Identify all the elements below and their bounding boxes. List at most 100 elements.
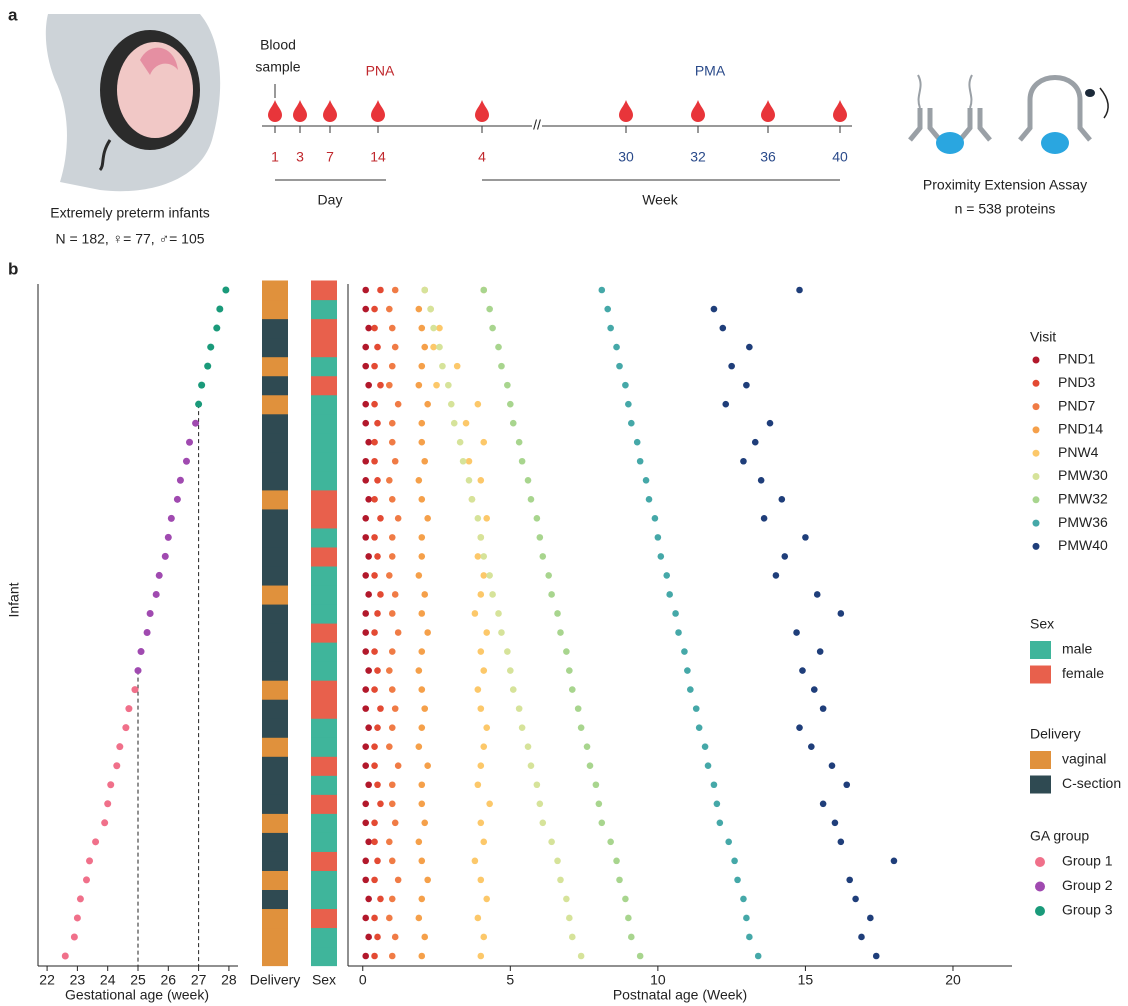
visit-point <box>596 800 603 807</box>
visit-point <box>424 762 431 769</box>
strip-cell <box>311 604 337 624</box>
strip-cell <box>262 699 288 719</box>
legend-swatch <box>1033 357 1040 364</box>
visit-point <box>371 762 378 769</box>
strip-cell <box>311 528 337 548</box>
timepoint-label: 4 <box>478 149 486 165</box>
visit-point <box>389 553 396 560</box>
visit-point <box>463 420 470 427</box>
legend-title: Sex <box>1030 616 1054 632</box>
visit-point <box>389 896 396 903</box>
visit-point <box>392 934 399 941</box>
visit-point <box>365 496 372 503</box>
visit-point <box>395 877 402 884</box>
strip-cell <box>311 680 337 700</box>
visit-point <box>362 686 369 693</box>
strip-cell <box>262 547 288 567</box>
legend-label: female <box>1062 665 1104 681</box>
legend-label: PMW30 <box>1058 467 1108 483</box>
x-tick-label: 26 <box>161 972 177 988</box>
visit-point <box>539 820 546 827</box>
legend-label: Group 1 <box>1062 853 1113 869</box>
visit-point <box>460 458 467 465</box>
ga-point <box>165 534 172 541</box>
ga-point <box>122 724 129 731</box>
visit-point <box>424 877 431 884</box>
ga-point <box>62 953 69 960</box>
visit-point <box>362 800 369 807</box>
visit-point <box>365 896 372 903</box>
visit-point <box>767 420 774 427</box>
visit-point <box>643 477 650 484</box>
visit-point <box>711 781 718 788</box>
visit-point <box>433 382 440 389</box>
visit-point <box>480 839 487 846</box>
visit-point <box>557 629 564 636</box>
timepoint-label: 7 <box>326 149 334 165</box>
visit-point <box>598 820 605 827</box>
visit-point <box>734 877 741 884</box>
legend-label: PMW36 <box>1058 514 1108 530</box>
blood-drop <box>619 100 633 122</box>
visit-point <box>507 401 514 408</box>
visit-point <box>480 667 487 674</box>
ga-point <box>156 572 163 579</box>
visit-point <box>843 781 850 788</box>
visit-point <box>478 877 485 884</box>
ga-point <box>83 876 90 883</box>
strip-cell <box>262 414 288 434</box>
visit-point <box>584 743 591 750</box>
timepoint-label: 14 <box>370 149 386 165</box>
ga-point <box>135 667 142 674</box>
strip-cell <box>311 319 337 339</box>
visit-point <box>371 839 378 846</box>
visit-point <box>846 877 853 884</box>
visit-point <box>891 858 898 865</box>
visit-point <box>725 839 732 846</box>
visit-point <box>386 915 393 922</box>
visit-point <box>604 306 611 313</box>
strip-cell <box>311 433 337 453</box>
visit-point <box>416 306 423 313</box>
visit-point <box>371 306 378 313</box>
visit-point <box>365 781 372 788</box>
visit-point <box>365 667 372 674</box>
strip-cell <box>262 927 288 947</box>
visit-point <box>613 344 620 351</box>
legend-swatch <box>1030 666 1051 684</box>
ga-point <box>107 781 114 788</box>
panel-label: b <box>8 259 18 278</box>
strip-cell <box>262 300 288 320</box>
x-tick-label: 24 <box>100 972 116 988</box>
visit-point <box>362 344 369 351</box>
visit-point <box>395 762 402 769</box>
visit-point <box>478 477 485 484</box>
figure: a b Extremely preterm infants N = 182, ♀… <box>0 0 1128 1006</box>
visit-point <box>454 363 461 370</box>
strip-cell <box>311 452 337 472</box>
visit-point <box>746 344 753 351</box>
visit-point <box>628 934 635 941</box>
visit-point <box>483 629 490 636</box>
visit-point <box>483 724 490 731</box>
visit-point <box>793 629 800 636</box>
legend-swatch <box>1033 473 1040 480</box>
visit-point <box>675 629 682 636</box>
visit-point <box>424 401 431 408</box>
visit-point <box>418 439 425 446</box>
legend-label: PMW32 <box>1058 491 1108 507</box>
visit-point <box>593 781 600 788</box>
caption: Extremely preterm infants <box>50 205 210 221</box>
visit-point <box>389 534 396 541</box>
caption: N = 182, ♀= 77, ♂= 105 <box>55 231 204 247</box>
strip-cell <box>311 699 337 719</box>
visit-point <box>696 724 703 731</box>
visit-point <box>557 877 564 884</box>
strip-cell <box>311 756 337 776</box>
visit-point <box>436 344 443 351</box>
visit-point <box>466 477 473 484</box>
strip-cell <box>311 280 337 300</box>
visit-point <box>416 667 423 674</box>
ga-point <box>183 458 190 465</box>
visit-point <box>386 839 393 846</box>
